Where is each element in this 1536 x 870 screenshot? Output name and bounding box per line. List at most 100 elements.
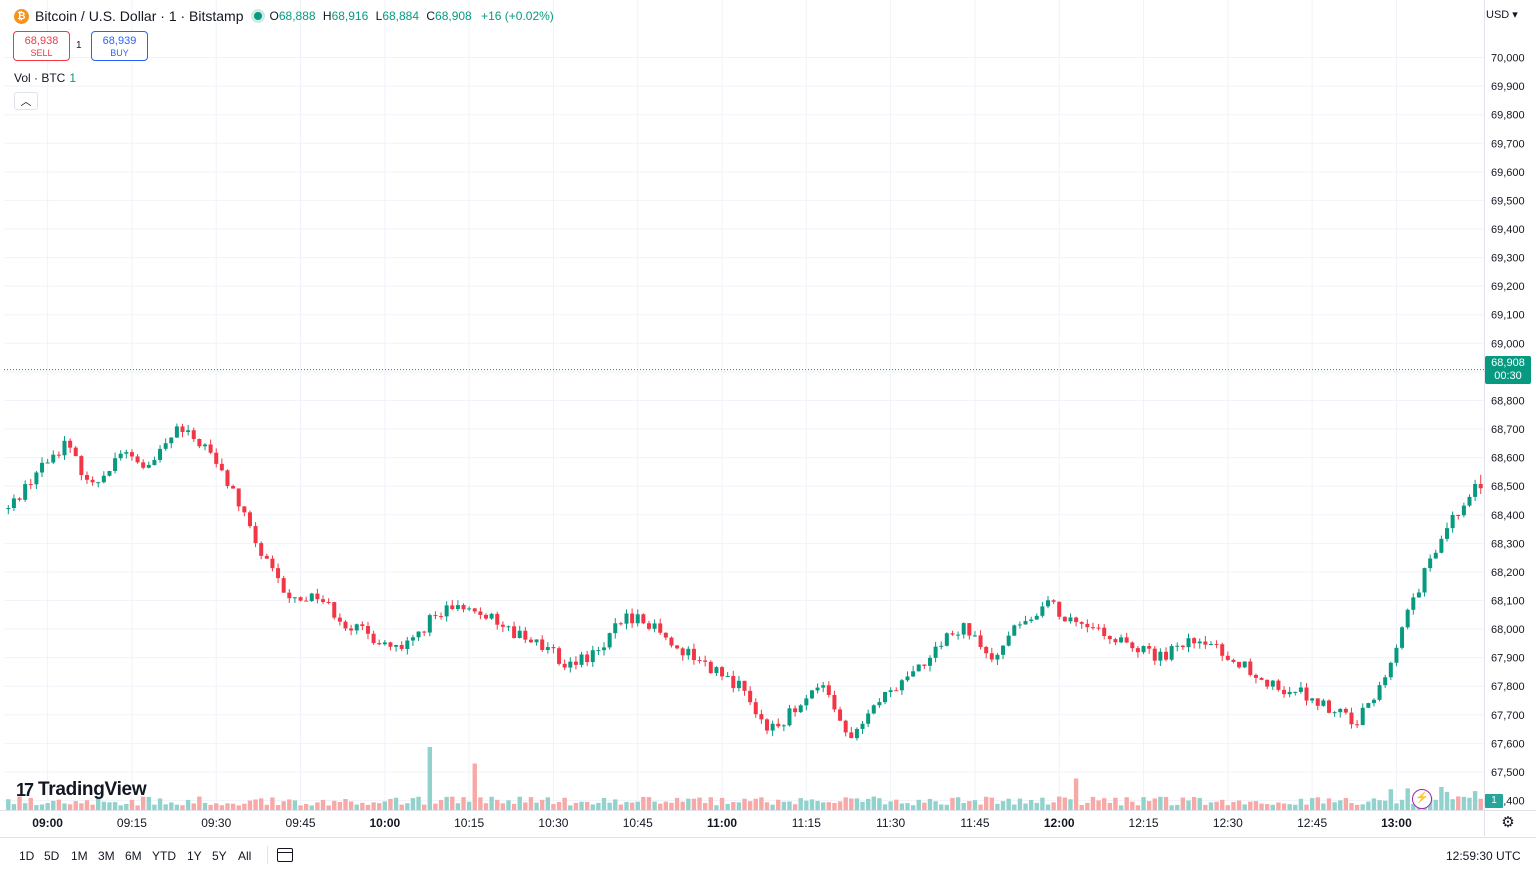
volume-bar (56, 799, 62, 810)
volume-bar (944, 804, 950, 810)
candle-body (798, 705, 803, 713)
price-tick-label: 69,000 (1491, 338, 1525, 350)
volume-bar (281, 801, 286, 810)
candle-body (984, 646, 989, 654)
sell-button[interactable]: 68,938 SELL (13, 31, 70, 61)
volume-bar (607, 802, 612, 810)
volume-bar (225, 803, 230, 810)
candle-body (512, 626, 517, 638)
volume-bar (1006, 798, 1011, 810)
candle-body (174, 426, 179, 438)
price-axis[interactable]: 67,40067,50067,60067,70067,80067,90068,0… (1484, 0, 1536, 836)
buy-button[interactable]: 68,939 BUY (91, 31, 148, 61)
ohlc-values: O68,888 H68,916 L68,884 C68,908 +16 (+0.… (270, 9, 554, 23)
range-1m[interactable]: 1M (71, 849, 88, 863)
candle-body (343, 621, 348, 629)
time-tick-label: 09:45 (286, 816, 316, 830)
candle-body (129, 452, 134, 457)
volume-bar (1439, 786, 1444, 810)
time-axis[interactable]: 09:00 09:15 09:30 09:45 10:00 10:15 10:30 10:45… (0, 810, 1536, 831)
volume-bar (922, 802, 927, 810)
candle-body (1096, 627, 1101, 629)
volume-bar (1388, 789, 1394, 810)
volume-bar (96, 796, 101, 810)
candle-body (1377, 685, 1382, 700)
volume-bar (556, 802, 562, 810)
price-tick-label: 69,100 (1491, 310, 1525, 322)
volume-bar (1276, 802, 1281, 810)
volume-bar (202, 802, 208, 810)
range-1d[interactable]: 1D (19, 849, 35, 863)
volume-bar (67, 804, 73, 810)
volume-bar (652, 801, 657, 810)
candle-body (1119, 637, 1124, 643)
volume-bar (686, 798, 691, 810)
volume-bar (11, 804, 17, 810)
lightning-icon[interactable]: ⚡ (1412, 789, 1432, 809)
range-all[interactable]: All (238, 849, 252, 863)
collapse-legend-button[interactable]: ︿ (14, 92, 38, 110)
volume-bar (905, 803, 910, 810)
volume-bar (1231, 801, 1236, 810)
volume-bar (1062, 797, 1068, 810)
candle-body (298, 597, 303, 601)
volume-bar (1456, 796, 1461, 810)
candle-body (759, 714, 764, 720)
volume-bar (427, 747, 432, 810)
candle-body (28, 484, 33, 486)
candle-body (590, 650, 595, 663)
volume-bar (129, 799, 135, 810)
tradingview-logo[interactable]: 17 TradingView (16, 779, 147, 801)
candle-body (1079, 622, 1084, 624)
candle-body (1192, 638, 1197, 644)
volume-bar (1163, 796, 1169, 810)
utc-clock[interactable]: 12:59:30 UTC (1446, 849, 1521, 863)
candle-body (315, 593, 320, 600)
candle-body (551, 647, 556, 649)
symbol-title[interactable]: Bitcoin / U.S. Dollar · 1 · Bitstamp (35, 8, 244, 24)
volume-bar (551, 804, 556, 810)
volume-bar (107, 802, 112, 810)
volume-bar (34, 805, 39, 810)
range-ytd[interactable]: YTD (152, 849, 176, 863)
candle-body (1349, 712, 1354, 725)
candle-body (1074, 617, 1079, 623)
candle-body (927, 657, 932, 666)
bar-countdown: 00:30 (1494, 370, 1522, 382)
volume-bar (1444, 791, 1450, 810)
low-label: L (375, 9, 383, 23)
calendar-icon[interactable] (277, 848, 293, 862)
range-5d[interactable]: 5D (44, 849, 60, 863)
volume-bar (1158, 796, 1163, 810)
time-tick-label: 11:30 (876, 816, 905, 830)
currency-selector[interactable]: USD ▾ (1486, 8, 1518, 21)
volume-bar (1366, 801, 1371, 810)
candle-body (787, 708, 792, 726)
time-tick-label: 13:00 (1381, 816, 1412, 830)
candle-body (1242, 661, 1247, 668)
volume-bar (461, 797, 466, 810)
gear-icon[interactable]: ⚙ (1501, 814, 1515, 831)
volume-bar (849, 798, 854, 810)
candle-body (1034, 615, 1039, 620)
candle-body (1388, 662, 1393, 678)
volume-bar (1287, 804, 1292, 810)
volume-bar (230, 803, 236, 810)
volume-bar (1068, 799, 1073, 810)
price-tick-label: 69,500 (1491, 195, 1525, 207)
open-value: 68,888 (278, 9, 316, 23)
candle-body (613, 623, 618, 634)
last-price-tag: 68,908 00:30 (1485, 356, 1531, 384)
volume-bar (146, 796, 151, 810)
range-6m[interactable]: 6M (125, 849, 142, 863)
grid-lines (4, 0, 1484, 810)
volume-bar (247, 800, 253, 810)
volume-legend[interactable]: Vol · BTC 1 (14, 71, 76, 85)
range-5y[interactable]: 5Y (212, 849, 227, 863)
bottom-toolbar: 1D 5D 1M 3M 6M YTD 1Y 5Y All 12:59:30 UT… (0, 837, 1536, 870)
candle-body (1321, 700, 1326, 706)
range-1y[interactable]: 1Y (187, 849, 202, 863)
time-tick-label: 09:30 (201, 816, 231, 830)
range-3m[interactable]: 3M (98, 849, 115, 863)
